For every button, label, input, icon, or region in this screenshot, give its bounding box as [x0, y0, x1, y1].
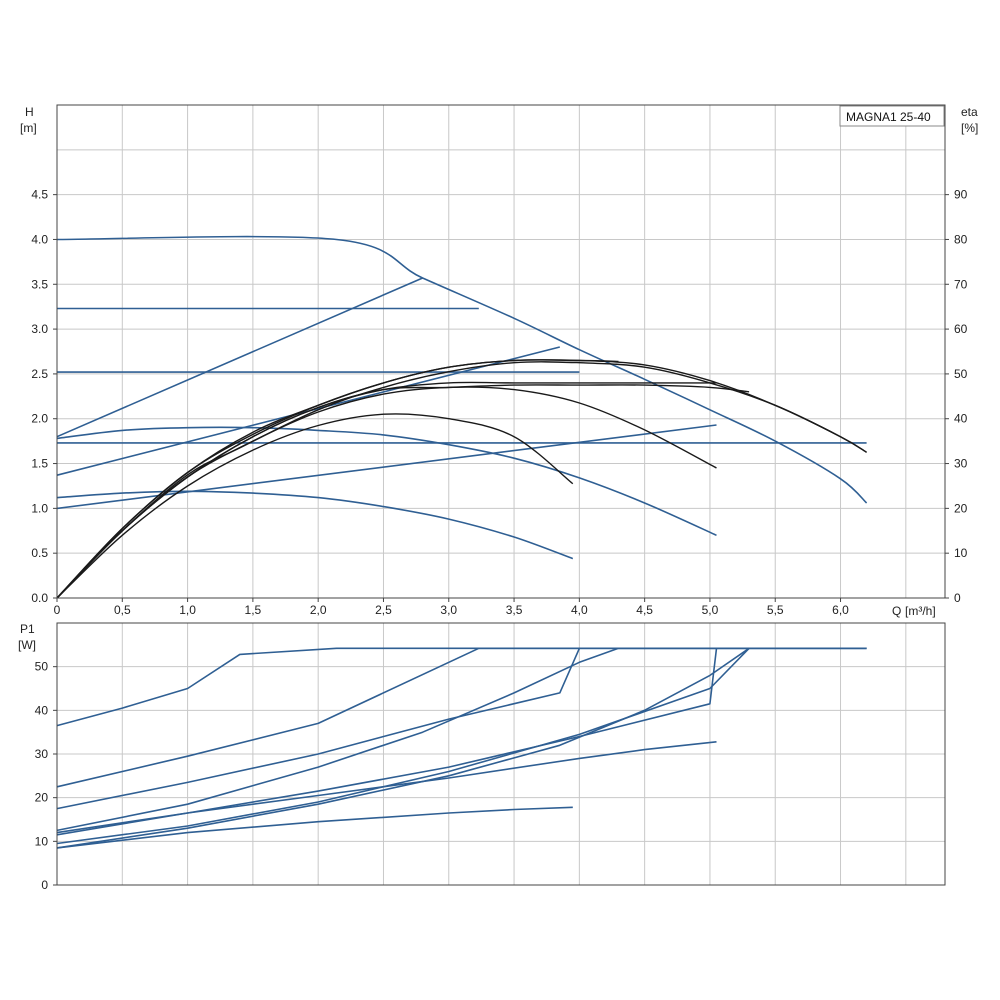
- power-panel-grid: [57, 623, 945, 885]
- head-curve: [56, 424, 717, 510]
- y-axis-unit-power: [W]: [18, 638, 36, 652]
- x-tick-label: 1,5: [245, 603, 262, 617]
- x-tick-label: 1,0: [179, 603, 196, 617]
- y-tick-label-power: 0: [41, 878, 48, 892]
- model-label-box: [839, 105, 945, 127]
- y-axis-label-head: H: [25, 105, 34, 119]
- x-tick-label: 3,5: [506, 603, 523, 617]
- y-axis-unit-head: [m]: [20, 121, 37, 135]
- y-tick-label-head: 1.5: [31, 457, 48, 471]
- power-curve: [56, 647, 750, 845]
- x-tick-label: 4,0: [571, 603, 588, 617]
- power-curve: [56, 647, 867, 832]
- efficiency-curve: [56, 384, 750, 599]
- y-tick-label-head: 0.0: [31, 591, 48, 605]
- head-curve: [56, 426, 717, 537]
- x-tick-label: 5,0: [702, 603, 719, 617]
- x-tick-label: 5,5: [767, 603, 784, 617]
- y-tick-label-head: 2.0: [31, 412, 48, 426]
- head-curve: [56, 277, 423, 438]
- y2-tick-label-eta: 90: [954, 188, 968, 202]
- power-curve: [56, 806, 573, 849]
- power-curve: [56, 647, 867, 788]
- x-tick-label: 3,0: [440, 603, 457, 617]
- y2-tick-label-eta: 70: [954, 277, 968, 291]
- y-tick-label-power: 10: [35, 834, 49, 848]
- y2-tick-label-eta: 50: [954, 367, 968, 381]
- efficiency-curve: [56, 361, 867, 599]
- y2-tick-label-eta: 0: [954, 591, 961, 605]
- y2-tick-label-eta: 10: [954, 546, 968, 560]
- x-tick-label: 4,5: [636, 603, 653, 617]
- y-tick-label-power: 20: [35, 791, 49, 805]
- efficiency-curves: [56, 359, 867, 599]
- head-panel-grid: [57, 105, 945, 598]
- y2-tick-label-eta: 60: [954, 322, 968, 336]
- x-tick-label: 0,5: [114, 603, 131, 617]
- head-curves: [56, 235, 868, 560]
- y-tick-label-head: 1.0: [31, 501, 48, 515]
- efficiency-curve: [56, 413, 574, 599]
- y-axis-label-power: P1: [20, 622, 35, 636]
- head-panel-frame: [56, 104, 946, 599]
- y-tick-label-head: 4.0: [31, 232, 48, 246]
- head-panel-ticks: 0 0,5 1,0 1,5 2,0 2,5 3,0 3,5 4,0 4,5 5,0 5,5 6,0 0.0…: [31, 188, 967, 617]
- head-curve: [56, 490, 574, 560]
- y2-tick-label-eta: 30: [954, 457, 968, 471]
- y-tick-label-head: 3.0: [31, 322, 48, 336]
- x-tick-label: 0: [54, 603, 61, 617]
- y-tick-label-power: 50: [35, 660, 49, 674]
- chart-title: MAGNA1 25-40: [846, 110, 931, 124]
- x-tick-label: 2,0: [310, 603, 327, 617]
- y-tick-label-head: 0.5: [31, 546, 48, 560]
- x-tick-label: 6,0: [832, 603, 849, 617]
- x-tick-label: 2,5: [375, 603, 392, 617]
- x-axis-label-q: Q: [892, 604, 901, 618]
- power-curve: [56, 647, 581, 810]
- y2-axis-unit-eta: [%]: [961, 121, 978, 135]
- power-curve: [56, 741, 717, 836]
- power-panel-ticks: 0 10 20 30 40 50: [35, 660, 57, 892]
- power-curve: [56, 647, 867, 727]
- head-curve: [56, 235, 868, 504]
- power-curves: [56, 647, 867, 849]
- y2-tick-label-eta: 20: [954, 501, 968, 515]
- power-curve: [56, 647, 750, 849]
- y2-axis-label-eta: eta: [961, 105, 978, 119]
- y-tick-label-head: 3.5: [31, 277, 48, 291]
- y2-tick-label-eta: 40: [954, 412, 968, 426]
- y-tick-label-head: 4.5: [31, 188, 48, 202]
- y2-tick-label-eta: 80: [954, 232, 968, 246]
- y-tick-label-power: 40: [35, 703, 49, 717]
- y-tick-label-power: 30: [35, 747, 49, 761]
- y-tick-label-head: 2.5: [31, 367, 48, 381]
- x-axis-unit-q: [m³/h]: [905, 604, 936, 618]
